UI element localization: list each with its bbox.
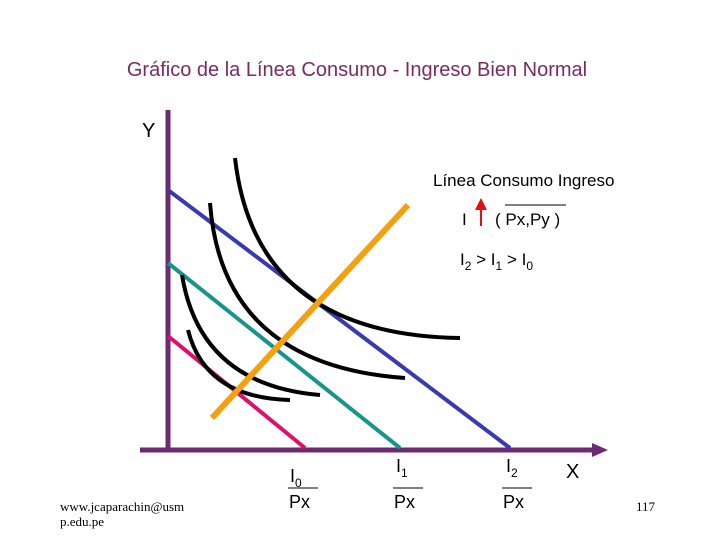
income-consumption-line [209,202,411,421]
intercept-denominator: Px [394,492,415,512]
prices: ( Px,Py ) [495,210,560,229]
text: > I [471,250,495,269]
indifference-curve [186,329,291,402]
text: I [290,466,295,486]
intercept-numerator: I2 [506,456,518,480]
y-label: Y [142,120,155,142]
intercept-numerator: I0 [290,466,302,490]
text: I [506,456,511,476]
subscript: 2 [465,259,472,273]
subscript: 0 [526,259,533,273]
footer-source: www.jcaparachin@usm [60,499,184,514]
page-number: 117 [636,499,656,514]
title: Gráfico de la Línea Consumo - Ingreso Bi… [127,59,587,81]
subscript: 2 [511,466,518,480]
footer-source: p.edu.pe [60,514,104,529]
legend-heading: Línea Consumo Ingreso [433,171,614,190]
intercept-denominator: Px [503,492,524,512]
indifference-curve [180,274,321,397]
subscript: 1 [401,466,408,480]
intercept-numerator: I1 [396,456,408,480]
indifference-curve [233,157,461,340]
text: I [396,456,401,476]
text: I [460,250,465,269]
income-inequality: I2 > I1 > I0 [460,250,533,273]
indifference-curve [208,202,406,380]
budget-line-1 [166,261,402,450]
x-label: X [566,461,579,483]
subscript: 1 [496,259,503,273]
x-axis-arrow [592,443,608,457]
intercept-denominator: Px [289,492,310,512]
subscript: 0 [295,476,302,490]
income-symbol: I [462,210,467,229]
budget-line-2 [166,188,512,450]
increase-arrow-head [475,198,487,210]
text: > I [502,250,526,269]
